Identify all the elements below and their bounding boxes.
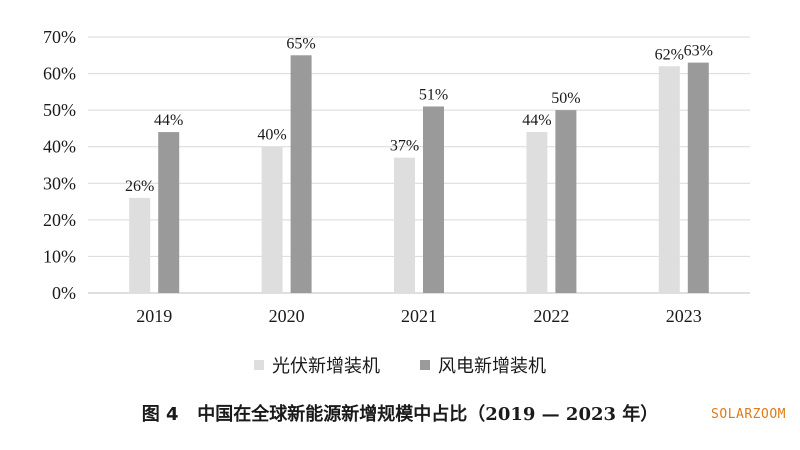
y-tick-label: 20% [43, 210, 76, 230]
legend-label-solar: 光伏新增装机 [272, 356, 380, 377]
data-label-solar-2021: 37% [390, 138, 419, 155]
data-label-wind-2019: 44% [154, 112, 183, 129]
legend-item-wind: 风电新增装机 [420, 352, 546, 378]
bar-solar-2022 [526, 132, 548, 293]
legend-swatch-wind [420, 360, 430, 370]
bar-solar-2019 [129, 197, 151, 293]
bar-solar-2021 [394, 157, 415, 293]
bar-wind-2021 [423, 106, 444, 293]
data-label-wind-2020: 65% [286, 35, 315, 52]
y-tick-label: 50% [43, 100, 76, 120]
data-label-solar-2022: 44% [522, 112, 551, 129]
y-tick-label: 40% [43, 137, 76, 157]
bar-wind-2022 [555, 110, 577, 294]
caption-years: 2019 — 2023 [485, 404, 617, 425]
x-tick-label: 2019 [136, 306, 172, 326]
figure-label: 图 4 [141, 404, 179, 425]
bar-wind-2020 [290, 55, 312, 294]
caption-suffix: 年） [616, 404, 659, 425]
bar-solar-2020 [261, 146, 283, 293]
figure-caption: 图 4 中国在全球新能源新增规模中占比（2019 — 2023 年） [0, 400, 800, 426]
bar-wind-2023 [687, 62, 709, 293]
bar-solar-2023 [658, 66, 680, 293]
data-label-wind-2021: 51% [419, 86, 448, 103]
legend-label-wind: 风电新增装机 [438, 356, 546, 377]
y-tick-label: 30% [43, 173, 76, 193]
legend-swatch-solar [254, 360, 264, 370]
x-tick-label: 2022 [533, 306, 569, 326]
caption-text: 中国在全球新能源新增规模中占比（ [197, 404, 486, 425]
bar-chart: 0% 10% 20% 30% 40% 50% 60% 70% 26% 44% 2019 40% 65% 2… [43, 27, 750, 326]
data-label-wind-2023: 63% [684, 43, 713, 60]
x-tick-label: 2021 [401, 306, 437, 326]
y-tick-label: 0% [52, 283, 76, 303]
watermark-logo: SOLARZOOM [711, 407, 786, 422]
data-label-solar-2019: 26% [125, 178, 154, 195]
x-tick-label: 2023 [666, 306, 702, 326]
y-tick-label: 70% [43, 27, 76, 47]
data-label-solar-2023: 62% [655, 46, 684, 63]
data-label-solar-2020: 40% [257, 127, 286, 144]
chart-legend: 光伏新增装机 风电新增装机 [0, 352, 800, 378]
y-tick-label: 60% [43, 64, 76, 84]
bar-wind-2019 [158, 132, 180, 293]
legend-item-solar: 光伏新增装机 [254, 352, 380, 378]
data-label-wind-2022: 50% [551, 90, 580, 107]
x-tick-label: 2020 [269, 306, 305, 326]
y-tick-label: 10% [43, 246, 76, 266]
